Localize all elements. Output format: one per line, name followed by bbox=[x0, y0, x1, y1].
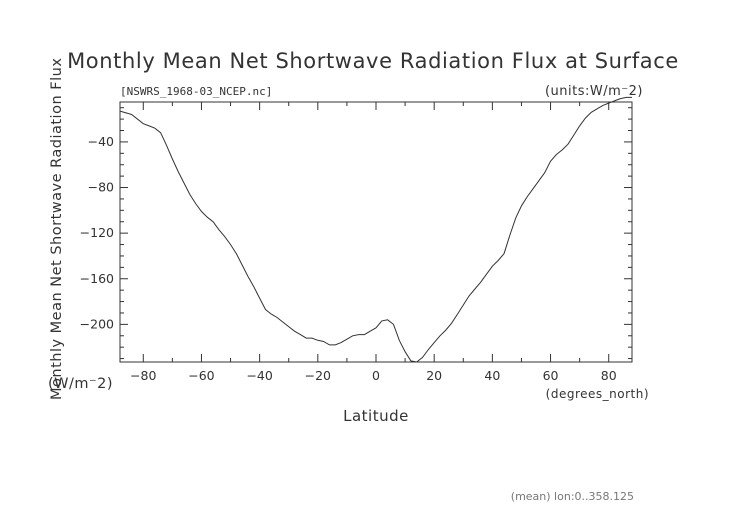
x-axis-label: Latitude bbox=[343, 407, 409, 425]
chart-subtitle: [NSWRS_1968-03_NCEP.nc] bbox=[120, 85, 272, 98]
y-axis-label: Monthly Mean Net Shortwave Radiation Flu… bbox=[49, 58, 65, 400]
chart-title: Monthly Mean Net Shortwave Radiation Flu… bbox=[67, 49, 679, 73]
series-line bbox=[119, 96, 632, 363]
y-tick-label: −40 bbox=[88, 134, 114, 149]
footnote: (mean) lon:0..358.125 bbox=[511, 490, 634, 503]
x-tick-label: −80 bbox=[130, 368, 156, 383]
x-tick-label: 60 bbox=[543, 368, 559, 383]
x-tick-label: 80 bbox=[601, 368, 617, 383]
x-tick-label: 40 bbox=[484, 368, 500, 383]
y-axis-ticks: −40 −80 −120 −160 −200 bbox=[80, 107, 632, 360]
x-axis-units: (degrees_north) bbox=[546, 387, 649, 401]
x-tick-label: −60 bbox=[188, 368, 214, 383]
y-tick-label: −120 bbox=[80, 225, 114, 240]
x-tick-label: −20 bbox=[305, 368, 331, 383]
units-label: (units:W/m⁻2) bbox=[545, 84, 643, 99]
x-tick-label: 0 bbox=[372, 368, 380, 383]
y-tick-label: −200 bbox=[80, 316, 114, 331]
y-axis-units: (W/m⁻2) bbox=[48, 376, 113, 392]
x-tick-label: 20 bbox=[426, 368, 442, 383]
plot-frame bbox=[119, 101, 633, 363]
y-tick-label: −80 bbox=[88, 180, 114, 195]
x-tick-label: −40 bbox=[246, 368, 272, 383]
x-axis-ticks: −80 −60 −40 −20 0 20 40 60 80 bbox=[130, 102, 617, 383]
y-tick-label: −160 bbox=[80, 271, 114, 286]
